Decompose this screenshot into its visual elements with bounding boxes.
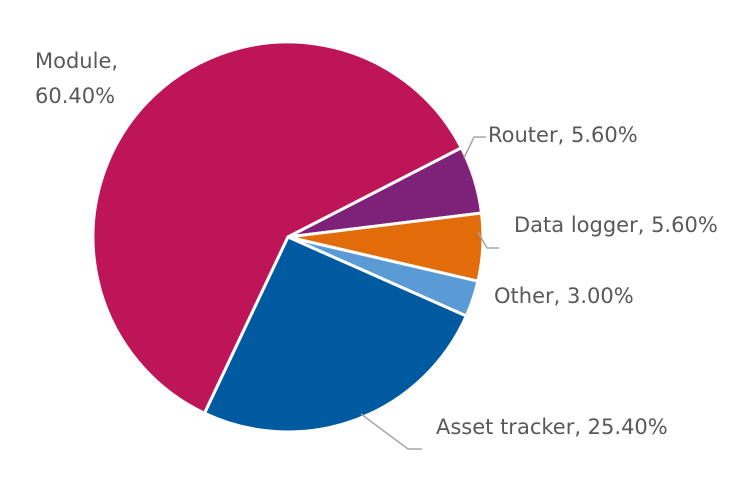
pie-slice-asset-tracker (203, 235, 468, 434)
label-module-line1: Module, (35, 49, 118, 73)
pie-slice-module (91, 40, 463, 415)
label-router: Router, 5.60% (488, 123, 638, 147)
label-module-line2: 60.40% (35, 84, 115, 108)
pie-slices (91, 40, 485, 434)
leader-line-data-logger (477, 231, 499, 249)
leader-line-asset-tracker (360, 413, 422, 450)
label-asset-tracker: Asset tracker, 25.40% (436, 415, 668, 439)
leader-lines (360, 136, 499, 450)
label-data-logger: Data logger, 5.60% (514, 213, 718, 237)
leader-line-router (463, 136, 486, 159)
label-other: Other, 3.00% (494, 284, 634, 308)
slice-labels: Module, 60.40% Router, 5.60% Data logger… (35, 49, 718, 439)
